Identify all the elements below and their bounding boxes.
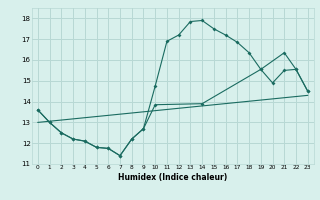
X-axis label: Humidex (Indice chaleur): Humidex (Indice chaleur) <box>118 173 228 182</box>
